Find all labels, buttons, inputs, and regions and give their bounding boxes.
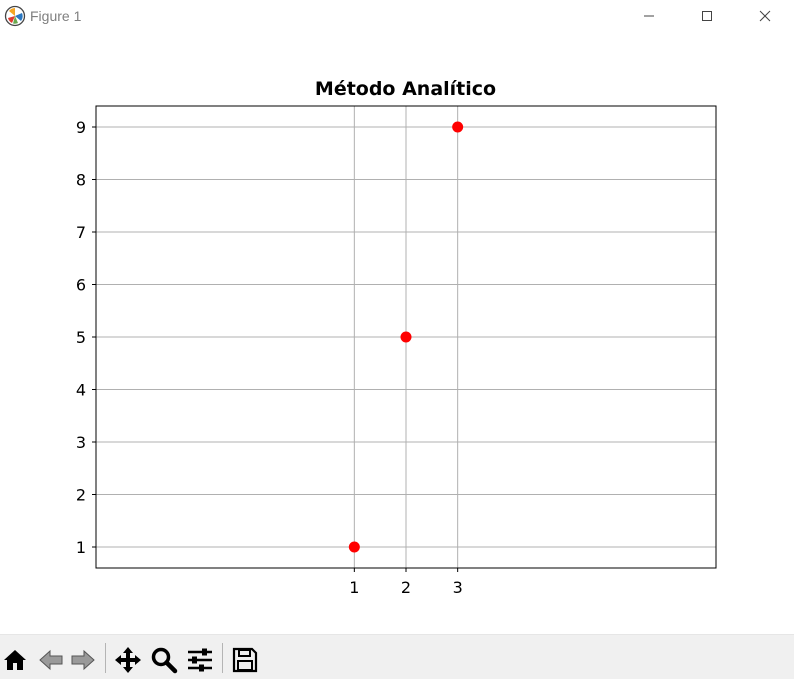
data-point [452, 121, 464, 133]
y-tick-label: 4 [76, 381, 86, 400]
y-tick-label: 3 [76, 433, 86, 452]
navigation-toolbar [0, 634, 794, 679]
y-tick-label: 6 [76, 276, 86, 295]
back-arrow-icon [39, 649, 63, 671]
window-title: Figure 1 [30, 8, 82, 24]
data-point [400, 331, 412, 343]
configure-subplots-icon [188, 648, 212, 672]
y-tick-label: 5 [76, 328, 86, 347]
y-tick-label: 1 [76, 538, 86, 557]
close-button[interactable] [736, 0, 794, 32]
maximize-button[interactable] [678, 0, 736, 32]
minimize-icon [644, 15, 654, 17]
minimize-button[interactable] [620, 0, 678, 32]
y-tick-label: 2 [76, 486, 86, 505]
maximize-icon [702, 11, 712, 21]
app-icon [4, 5, 26, 27]
chart-title: Método Analítico [315, 78, 496, 100]
back-button[interactable] [36, 645, 66, 675]
configure-subplots-button[interactable] [185, 645, 215, 675]
save-button[interactable] [230, 645, 260, 675]
toolbar-separator [105, 643, 106, 673]
save-icon [232, 647, 258, 673]
data-points [348, 121, 464, 553]
y-tick-label: 8 [76, 171, 86, 190]
x-tick-label: 3 [453, 578, 463, 597]
x-tick-label: 2 [401, 578, 411, 597]
forward-arrow-icon [71, 649, 95, 671]
forward-button[interactable] [68, 645, 98, 675]
data-point [348, 541, 360, 553]
pan-icon [115, 647, 141, 673]
scatter-chart: Método Analítico 1 2 3 4 5 6 7 8 9 1 2 3 [76, 78, 717, 597]
close-icon [759, 10, 771, 22]
y-tick-label: 9 [76, 118, 86, 137]
home-button[interactable] [0, 645, 30, 675]
zoom-icon [151, 647, 178, 674]
window-titlebar: Figure 1 [0, 0, 794, 32]
zoom-button[interactable] [149, 645, 179, 675]
figure-canvas: Método Analítico 1 2 3 4 5 6 7 8 9 1 2 3 [0, 32, 794, 634]
x-tick-label: 1 [349, 578, 359, 597]
home-icon [4, 650, 26, 670]
pan-button[interactable] [113, 645, 143, 675]
y-tick-label: 7 [76, 223, 86, 242]
toolbar-separator [222, 643, 223, 673]
axis-ticks: 1 2 3 4 5 6 7 8 9 1 2 3 [76, 118, 463, 597]
